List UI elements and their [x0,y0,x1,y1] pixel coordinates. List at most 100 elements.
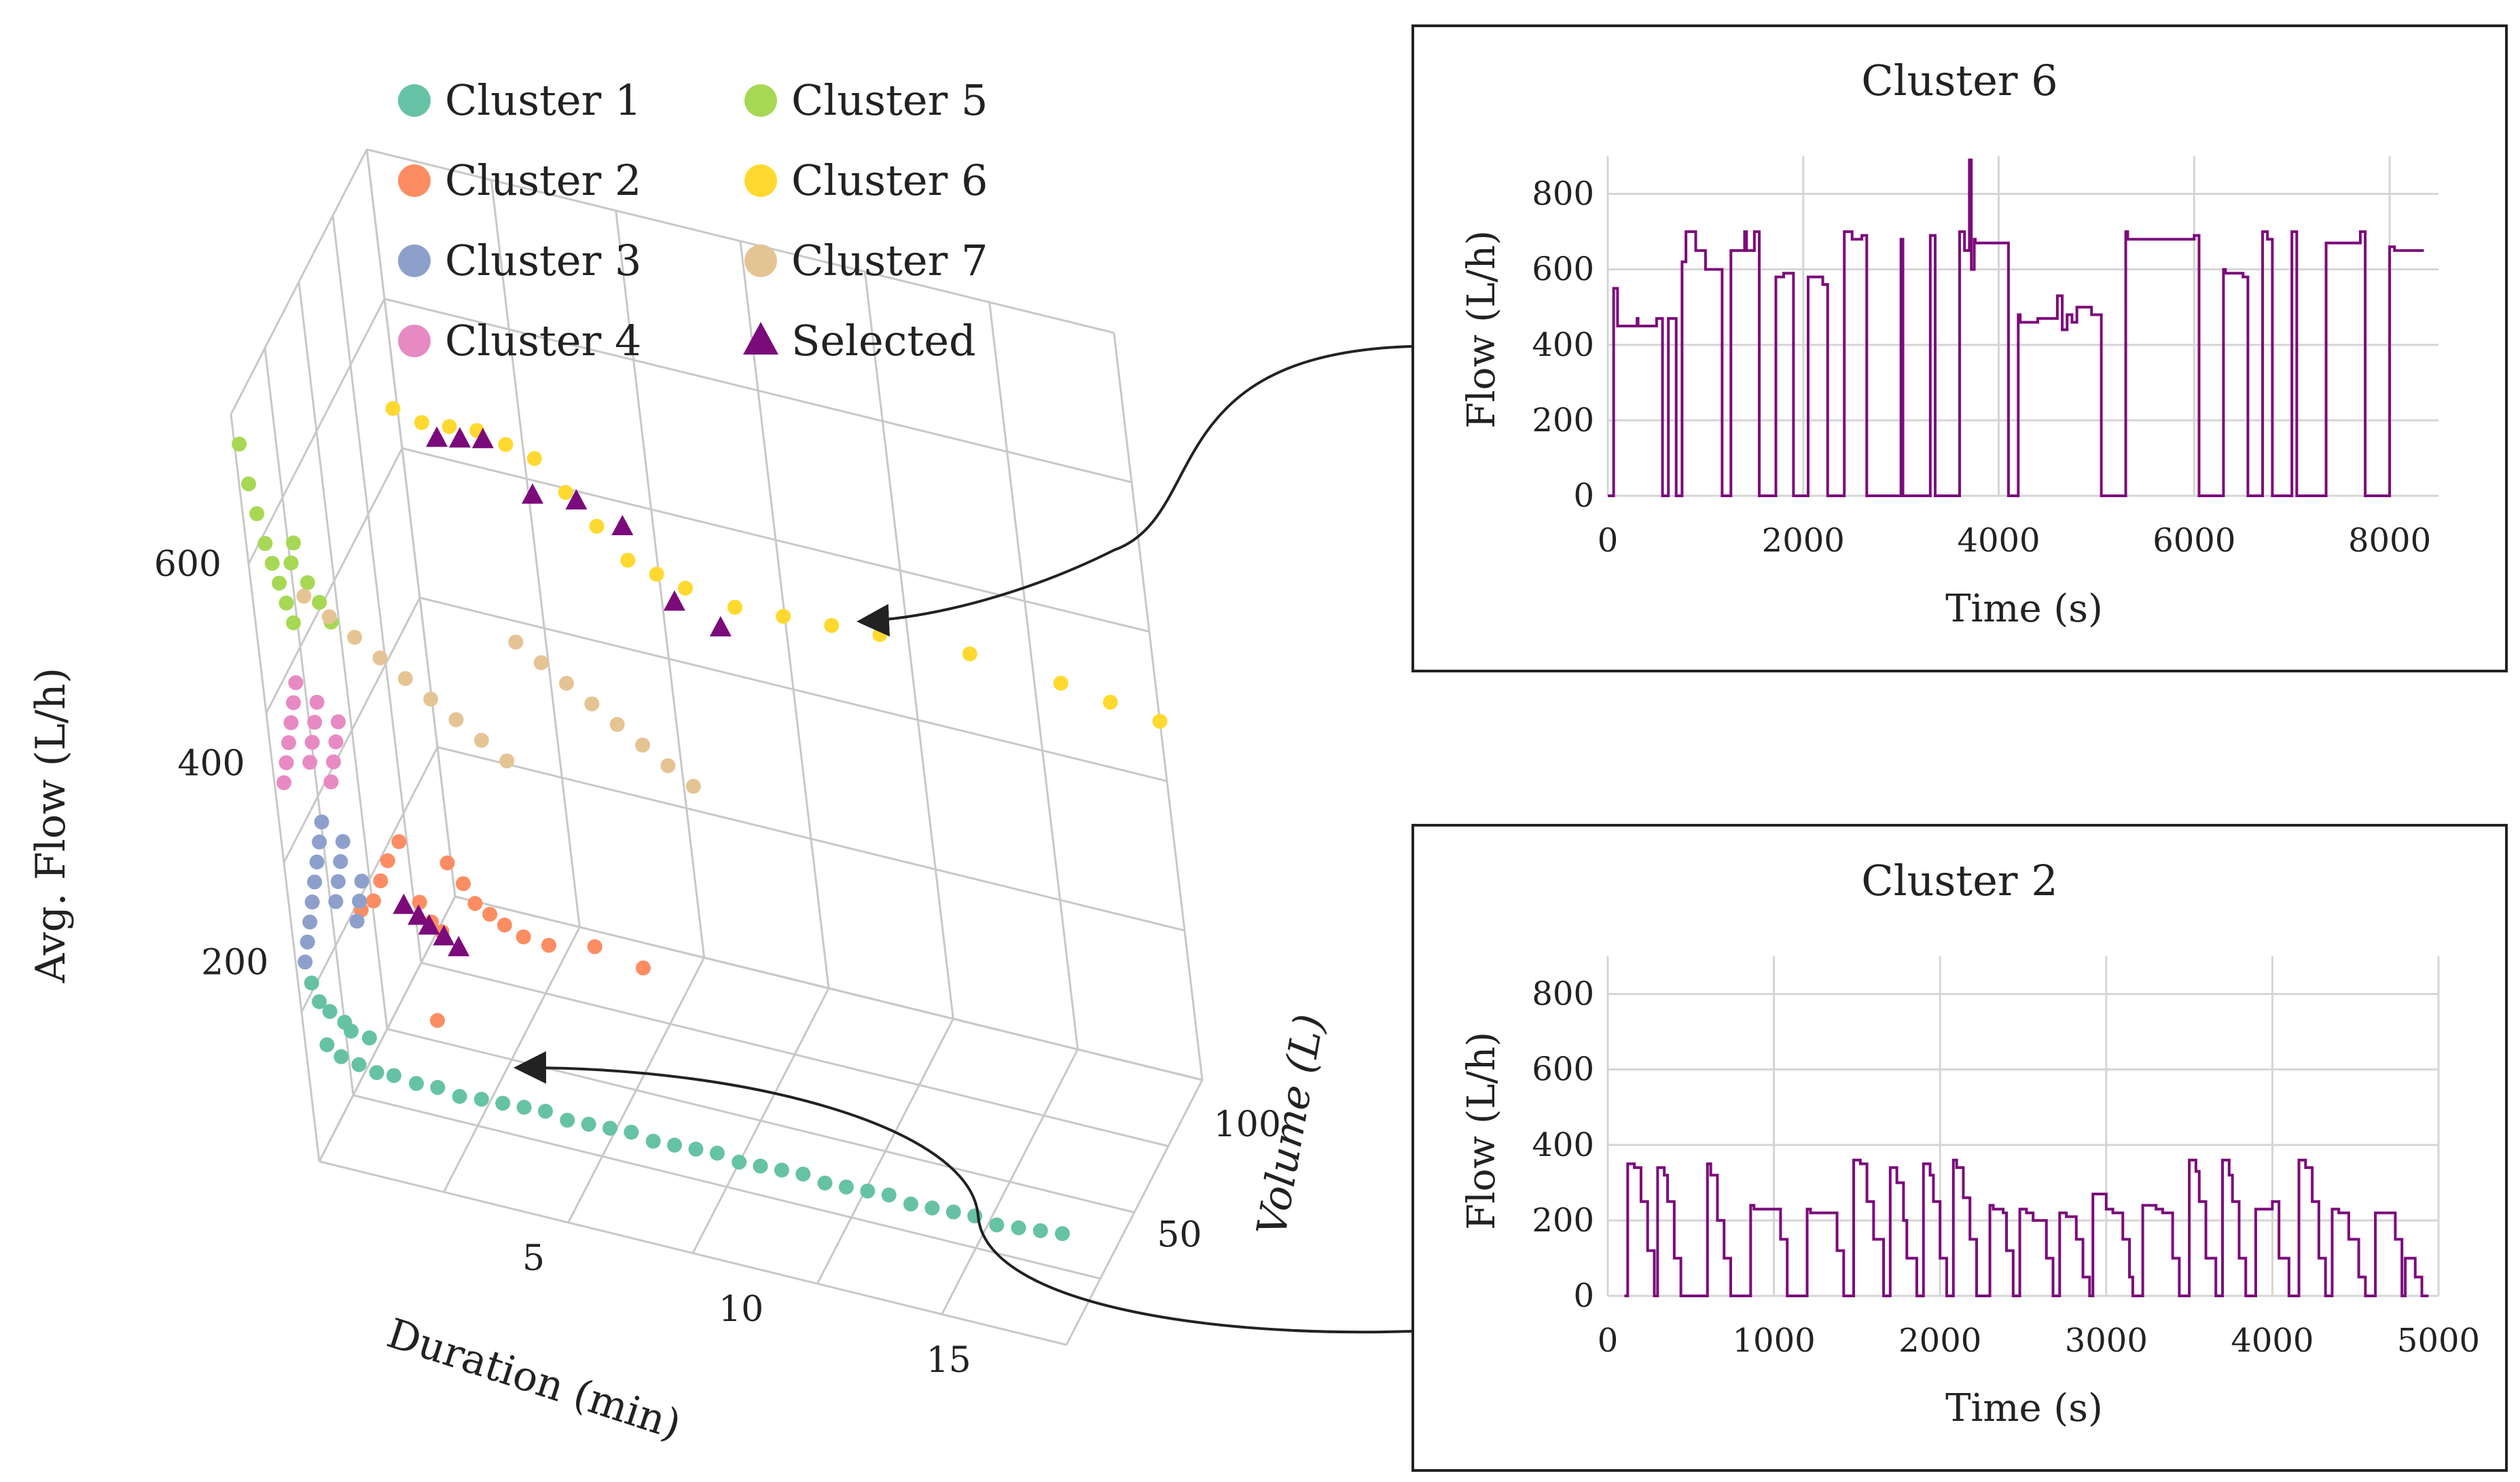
cluster-4-point [278,755,294,770]
selected-point [611,515,634,535]
grid-back-z [437,746,1185,932]
selected-point [408,904,430,925]
panel-cluster2-ylabel: Flow (L/h) [1460,1032,1504,1230]
panel-cluster6-xlabel: Time (s) [1945,587,2103,631]
arrow-cluster2 [514,1051,1414,1334]
grid-left-z [247,298,386,564]
cluster-2-point [439,855,455,871]
cluster-6-point [589,518,605,534]
cluster-6-point [776,609,791,624]
cluster-3-point [302,914,318,930]
y-tick-label: 50 [1157,1215,1202,1256]
grid-floor-y [353,1094,1101,1280]
cluster-1-point [667,1138,683,1153]
cluster-1-point [688,1141,704,1157]
scatter-xlabel: Duration (min) [381,1309,687,1449]
x-tick-label: 5 [522,1238,545,1279]
cluster-1-point [495,1096,511,1111]
cluster-6-point [824,617,840,633]
grid-back-x [863,271,954,1019]
legend: Cluster 1 Cluster 2 Cluster 3 Cluster 4 Clus… [398,75,988,365]
grid-back-z [419,596,1168,782]
cluster-1-point [386,1068,401,1083]
panel-cluster6-x-tick: 6000 [2153,522,2235,560]
cluster-1-point [322,1004,338,1019]
panel-cluster6-y-tick: 600 [1532,251,1594,289]
cluster-5-point [249,506,265,522]
cluster-2-point [365,893,381,909]
cluster-1-point [343,1024,359,1039]
cluster-5-point [272,575,287,591]
cluster-1-point [1011,1220,1026,1235]
cluster-3-point [349,914,365,929]
cluster-4-point [323,774,339,790]
legend-cluster-7-marker [744,245,777,277]
panel-cluster2-x-tick: 2000 [1898,1322,1981,1360]
y-tick-label: 100 [1214,1104,1281,1145]
cluster-3-point [328,894,344,909]
selected-point [449,427,471,448]
cluster-4-point [288,675,304,691]
cluster-4-point [304,734,320,750]
cluster-1-point [516,1100,532,1115]
panel-cluster6-x-tick: 0 [1598,522,1619,560]
cluster-5-point [285,615,301,630]
legend-cluster-2-label: Cluster 2 [445,156,641,205]
cluster-5-point [264,556,280,571]
cluster-1-point [430,1080,446,1096]
panel-cluster6-y-tick: 200 [1532,401,1594,439]
grid-left-z [230,149,368,415]
selected-point [393,893,415,914]
cluster-7-point [448,712,464,727]
cluster-2-point [497,918,512,933]
cluster-3-point [335,834,350,850]
cluster-6-point [1152,714,1168,729]
cluster-2-point [636,960,651,976]
z-tick-label: 600 [154,544,221,585]
cluster-6-point [620,552,636,568]
cluster-1-point [645,1134,661,1149]
scatter-zlabel: Avg. Flow (L/h) [27,668,75,983]
cluster-6-point [1053,675,1068,691]
cluster-3-point [309,854,325,870]
cluster-3-point [330,873,346,889]
grid-floor-y [420,962,1169,1147]
cluster-1-point [1055,1226,1070,1242]
cluster-7-point [372,650,388,666]
cluster-7-point [584,696,600,712]
cluster-1-point [624,1124,639,1140]
cluster-1-point [838,1179,854,1195]
cluster-1-point [709,1145,725,1161]
legend-cluster-6-marker [744,164,777,197]
cluster-7-point [635,738,651,753]
panel-cluster6-x-tick: 4000 [1957,522,2040,560]
grid-back-x [490,179,581,928]
grid-left-z [283,597,421,863]
grid-floor-y [319,1160,1067,1346]
cluster-5-point [232,436,247,452]
legend-cluster-1-label: Cluster 1 [445,75,641,125]
panel-cluster6-title: Cluster 6 [1861,56,2057,105]
panel-cluster2-x-tick: 5000 [2397,1322,2480,1360]
legend-cluster-2-marker [398,164,431,197]
grid-left-y [230,414,321,1162]
grid-back-x [615,210,706,958]
panel-cluster2-flow-line [1624,1159,2429,1297]
selected-point [433,924,455,945]
selected-point [448,935,470,956]
cluster-1-point [369,1065,384,1081]
cluster-1-point [774,1162,789,1178]
panel-cluster6-flow-line [1608,158,2424,497]
cluster-3-point [314,814,329,830]
cluster-1-point [351,1057,367,1072]
selected-point [522,483,543,504]
cluster-6-point [872,627,888,643]
panel-cluster6-ylabel: Flow (L/h) [1460,230,1504,429]
scatter-3d-tick-labels: 200 400 600 5 10 15 50 100 [154,544,1281,1381]
grid-left-z [318,896,456,1162]
panel-cluster6-x-tick: 8000 [2348,522,2431,560]
cluster-1-point [881,1187,897,1203]
cluster-6-point [414,415,429,431]
